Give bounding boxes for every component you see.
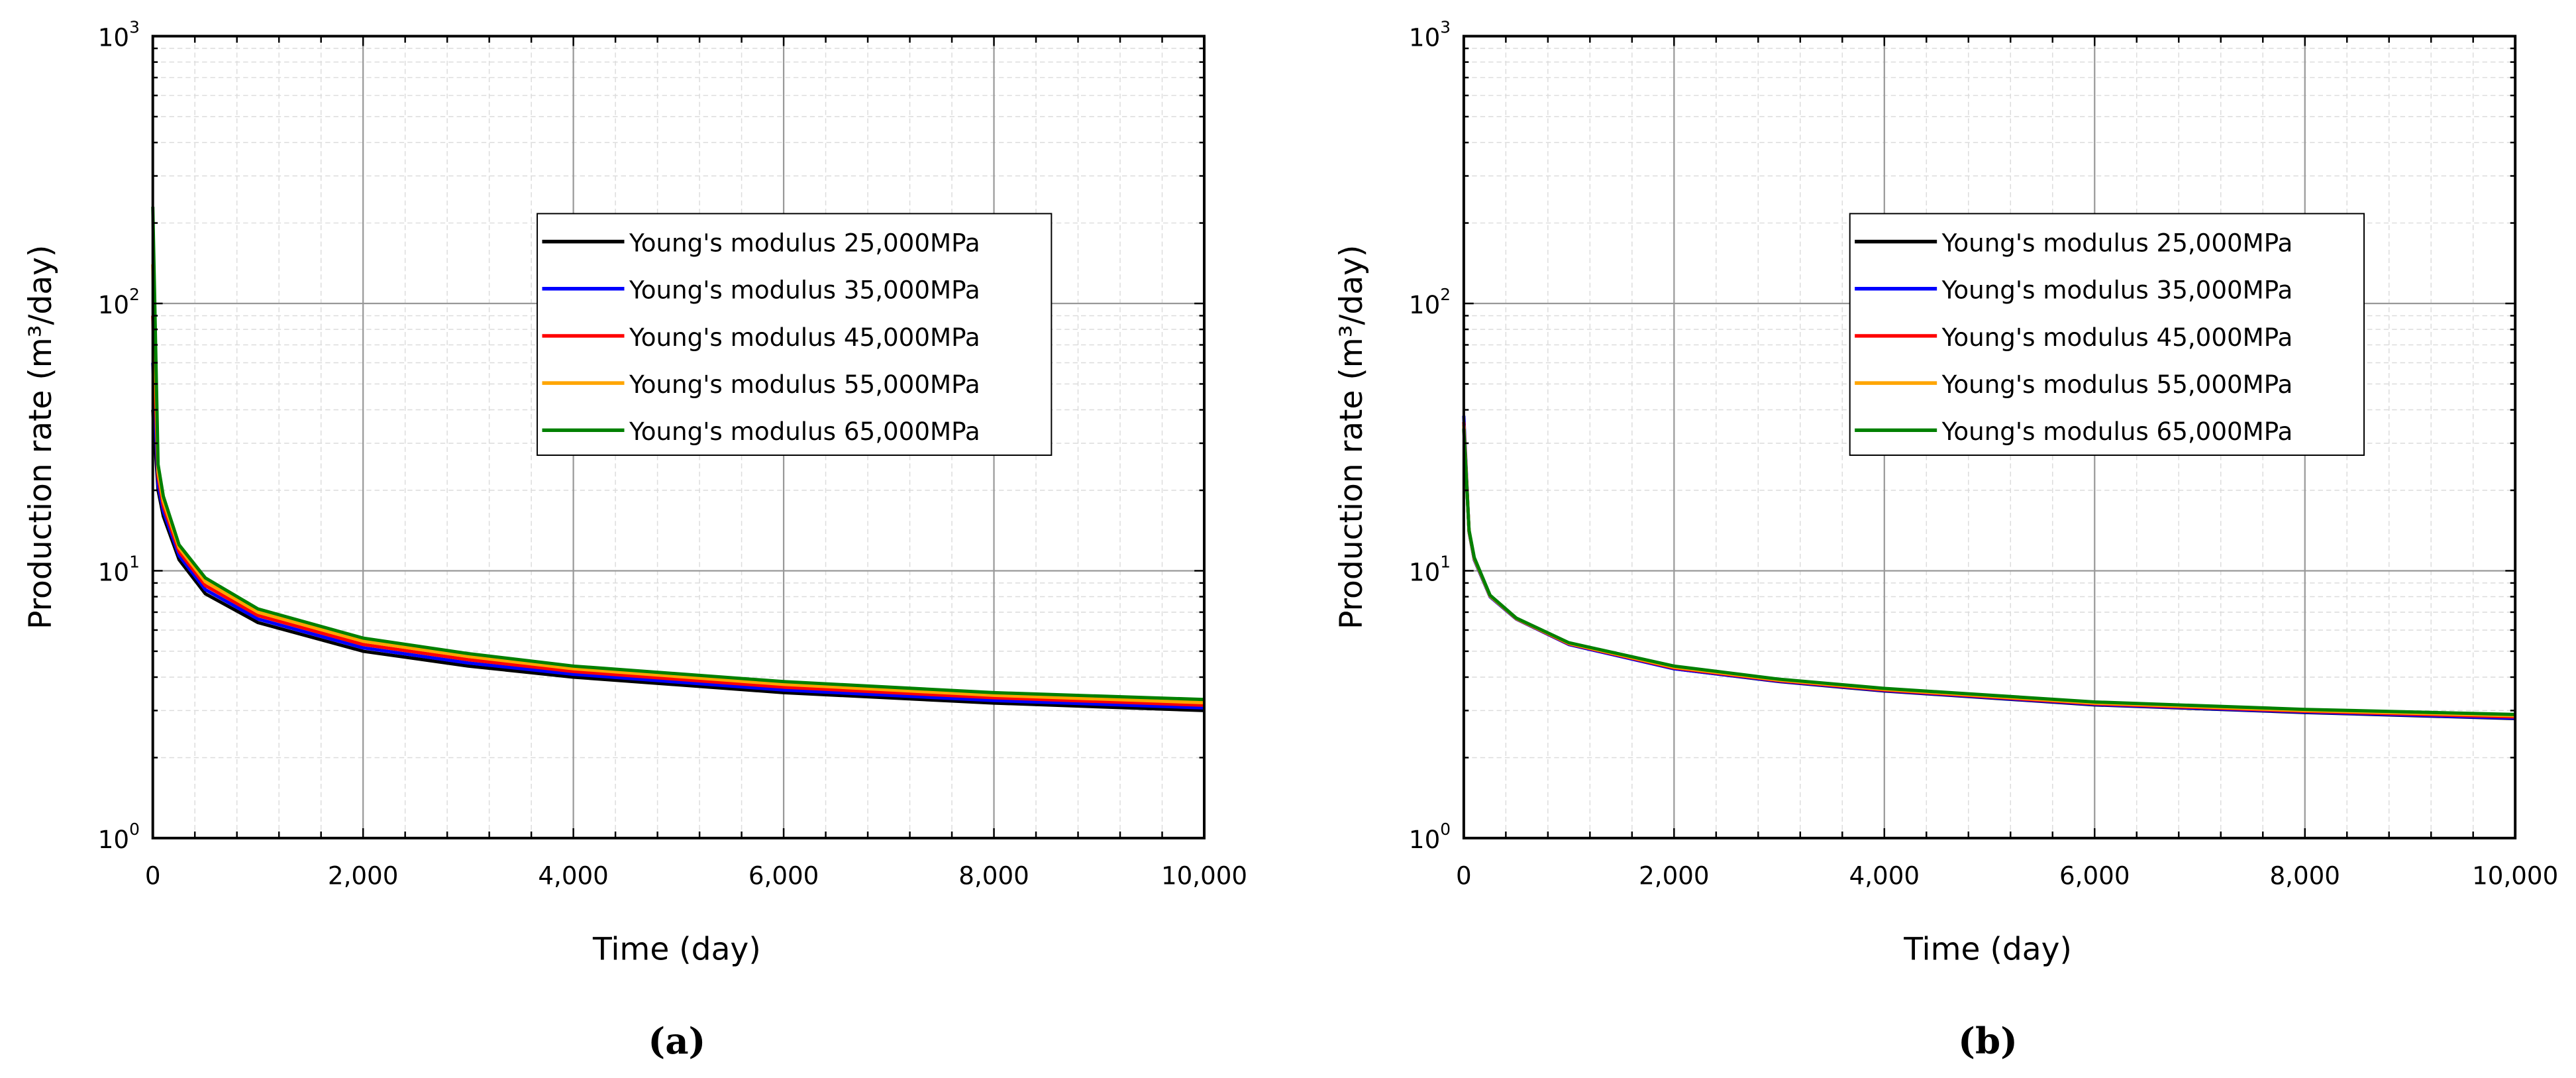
y-tick-base: 10 (1409, 23, 1440, 52)
y-tick-label: 101 (1409, 552, 1451, 586)
plot-frame (1462, 34, 2517, 839)
legend-label: Young's modulus 25,000MPa (629, 228, 980, 257)
legend-label: Young's modulus 35,000MPa (1941, 276, 2293, 305)
legend-label: Young's modulus 45,000MPa (629, 323, 980, 352)
panel-label: (b) (1958, 1020, 2018, 1062)
x-tick-label: 4,000 (538, 861, 608, 890)
y-tick-base: 10 (98, 557, 129, 586)
x-tick-label: 0 (145, 861, 161, 890)
y-tick-label: 103 (1409, 18, 1451, 52)
x-tick-label: 4,000 (1849, 861, 1920, 890)
x-tick-label: 2,000 (328, 861, 398, 890)
plot-frame (151, 34, 1206, 839)
series-line-5 (151, 207, 1205, 702)
series-line-3 (1462, 421, 2516, 719)
y-tick-base: 10 (98, 290, 129, 319)
y-tick-label: 102 (1409, 285, 1451, 319)
chart-panel-a: 0 2,000 4,000 6,000 8,000 10,000100101102103T… (23, 18, 1247, 1062)
y-tick-exponent: 0 (1440, 820, 1451, 839)
y-tick-base: 10 (1409, 290, 1440, 319)
legend-label: Young's modulus 35,000MPa (629, 276, 980, 305)
x-tick-label: 6,000 (2059, 861, 2130, 890)
y-tick-exponent: 2 (1440, 285, 1451, 304)
y-tick-exponent: 0 (129, 820, 140, 839)
legend-label: Young's modulus 65,000MPa (1941, 417, 2293, 446)
x-tick-label: 10,000 (1161, 861, 1247, 890)
y-tick-base: 10 (98, 23, 129, 52)
y-axis-label: Production rate (m³/day) (23, 245, 59, 629)
y-tick-label: 103 (98, 18, 140, 52)
legend-label: Young's modulus 45,000MPa (1941, 323, 2293, 352)
y-tick-base: 10 (98, 825, 129, 854)
y-tick-exponent: 2 (129, 285, 140, 304)
y-tick-label: 100 (98, 820, 140, 854)
y-tick-base: 10 (1409, 825, 1440, 854)
panel-label: (a) (648, 1020, 705, 1062)
legend-label: Young's modulus 55,000MPa (629, 370, 980, 399)
x-axis-label: Time (day) (1903, 931, 2072, 967)
y-tick-exponent: 3 (129, 18, 140, 37)
x-axis-label: Time (day) (592, 931, 761, 967)
chart-panel-b: 0 2,000 4,000 6,000 8,000 10,000100101102103T… (1333, 18, 2558, 1062)
legend-label: Young's modulus 55,000MPa (1941, 370, 2293, 399)
y-tick-label: 100 (1409, 820, 1451, 854)
series-line-1 (1462, 425, 2516, 720)
y-tick-label: 101 (98, 552, 140, 586)
y-tick-exponent: 3 (1440, 18, 1451, 37)
series-line-5 (1462, 428, 2516, 716)
y-tick-base: 10 (1409, 557, 1440, 586)
legend: Young's modulus 25,000MPa Young's modulus… (1849, 213, 2365, 457)
y-axis-label: Production rate (m³/day) (1333, 245, 1370, 629)
x-tick-label: 10,000 (2472, 861, 2558, 890)
x-tick-label: 8,000 (2269, 861, 2340, 890)
y-tick-exponent: 1 (129, 552, 140, 571)
legend: Young's modulus 25,000MPa Young's modulus… (537, 213, 1053, 457)
x-tick-label: 6,000 (748, 861, 819, 890)
x-tick-label: 2,000 (1639, 861, 1709, 890)
series-line-2 (1462, 415, 2516, 720)
x-tick-label: 0 (1456, 861, 1472, 890)
y-tick-label: 102 (98, 285, 140, 319)
legend-label: Young's modulus 65,000MPa (629, 417, 980, 446)
y-tick-exponent: 1 (1440, 552, 1451, 571)
x-tick-label: 8,000 (958, 861, 1029, 890)
legend-label: Young's modulus 25,000MPa (1941, 228, 2293, 257)
